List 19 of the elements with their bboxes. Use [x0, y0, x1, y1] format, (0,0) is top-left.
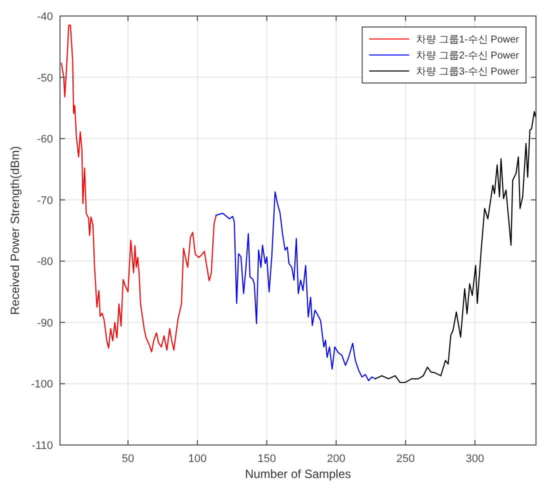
y-axis-title: Received Power Strength(dBm) [8, 146, 22, 315]
x-tick-label: 50 [122, 453, 134, 465]
y-tick-label: -110 [32, 440, 53, 452]
y-tick-label: -90 [37, 317, 53, 330]
legend-label: 차량 그룹2-수신 Power [416, 50, 520, 62]
y-tick-label: -40 [37, 11, 53, 23]
y-tick-label: -60 [37, 134, 53, 146]
x-tick-label: 200 [326, 453, 346, 465]
y-tick-label: -80 [37, 256, 53, 268]
legend-label: 차량 그룹1-수신 Power [416, 34, 520, 46]
x-tick-label: 150 [258, 453, 276, 465]
x-tick-label: 250 [396, 453, 415, 465]
x-tick-label: 300 [466, 453, 484, 465]
y-tick-label: -50 [37, 72, 53, 84]
legend-label: 차량 그룹3-수신 Power [416, 66, 520, 78]
y-tick-label: -100 [30, 378, 53, 391]
x-axis-title: Number of Samples [244, 467, 352, 481]
y-tick-label: -70 [37, 194, 53, 207]
x-tick-label: 100 [188, 453, 207, 465]
